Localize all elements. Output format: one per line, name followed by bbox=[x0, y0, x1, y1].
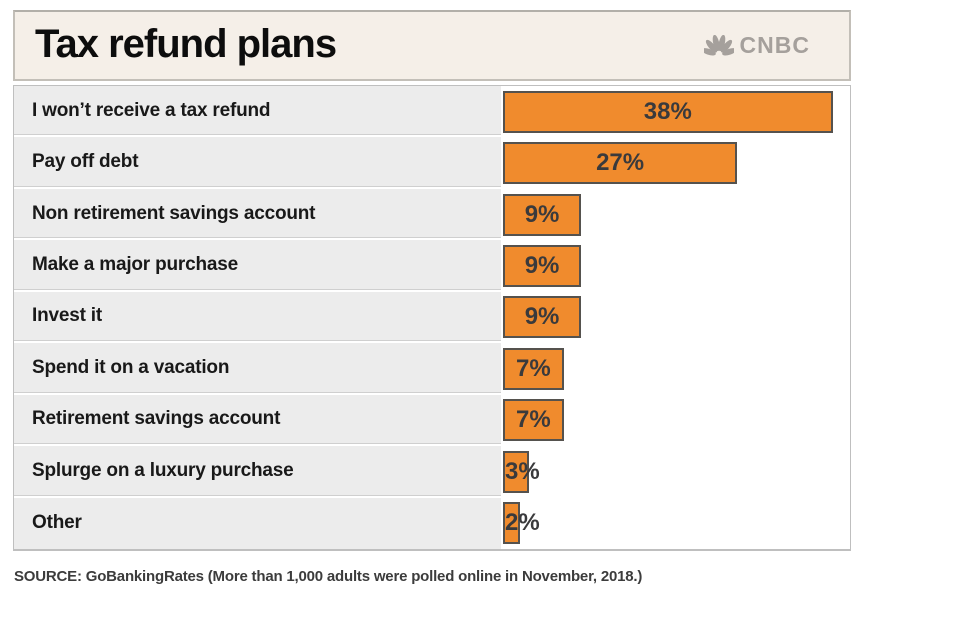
bar-value-label: 9% bbox=[524, 303, 560, 331]
bar: 7% bbox=[503, 399, 564, 442]
bar: 9% bbox=[503, 296, 582, 339]
chart-row: Retirement savings account 7% bbox=[14, 394, 850, 447]
bar-cell: 9% bbox=[501, 291, 850, 344]
bar: 2% bbox=[503, 502, 540, 545]
bar: 38% bbox=[503, 90, 833, 133]
bar-value-label: 9% bbox=[524, 200, 560, 228]
bar-value-label: 3% bbox=[505, 457, 540, 485]
chart-row: Make a major purchase 9% bbox=[14, 240, 850, 292]
category-label-cell: Splurge on a luxury purchase bbox=[14, 446, 501, 498]
category-label-cell: Make a major purchase bbox=[14, 240, 501, 292]
category-label-cell: Retirement savings account bbox=[14, 394, 501, 447]
bar-value-label: 7% bbox=[516, 406, 551, 434]
row-label: Spend it on a vacation bbox=[32, 356, 230, 378]
bar: 7% bbox=[503, 347, 564, 390]
bar-cell: 38% bbox=[501, 86, 850, 138]
bar-cell: 2% bbox=[501, 497, 850, 549]
category-label-cell: Spend it on a vacation bbox=[14, 343, 501, 395]
tax-refund-chart: Tax refund plans CNBC I won’t recei bbox=[13, 10, 851, 551]
cnbc-wordmark: CNBC bbox=[739, 32, 810, 58]
bar: 9% bbox=[503, 245, 582, 288]
bar-cell: 3% bbox=[501, 446, 850, 498]
row-label: Splurge on a luxury purchase bbox=[32, 459, 294, 481]
bar-cell: 9% bbox=[501, 240, 850, 292]
chart-rows: I won’t receive a tax refund 38% Pay off… bbox=[13, 85, 851, 551]
row-label: I won’t receive a tax refund bbox=[32, 99, 271, 121]
chart-row: I won’t receive a tax refund 38% bbox=[14, 86, 850, 138]
chart-row: Invest it 9% bbox=[14, 291, 850, 344]
bar-cell: 7% bbox=[501, 343, 850, 395]
row-label: Pay off debt bbox=[32, 151, 139, 173]
row-label: Make a major purchase bbox=[32, 254, 238, 276]
chart-row: Other 2% bbox=[14, 497, 850, 549]
bar-cell: 7% bbox=[501, 394, 850, 447]
row-label: Other bbox=[32, 512, 82, 534]
chart-header: Tax refund plans CNBC bbox=[13, 10, 851, 81]
nbc-peacock-icon bbox=[703, 34, 734, 57]
chart-row: Non retirement savings account 9% bbox=[14, 188, 850, 241]
bar-value-label: 27% bbox=[596, 149, 645, 177]
row-label: Invest it bbox=[32, 305, 102, 327]
category-label-cell: I won’t receive a tax refund bbox=[14, 86, 501, 138]
cnbc-logo: CNBC bbox=[703, 32, 810, 58]
bar-cell: 27% bbox=[501, 137, 850, 189]
row-label: Non retirement savings account bbox=[32, 202, 316, 224]
category-label-cell: Non retirement savings account bbox=[14, 188, 501, 241]
bar-cell: 9% bbox=[501, 188, 850, 241]
bar: 27% bbox=[503, 142, 738, 185]
chart-title: Tax refund plans bbox=[35, 21, 337, 66]
row-label: Retirement savings account bbox=[32, 408, 281, 430]
category-label-cell: Invest it bbox=[14, 291, 501, 344]
category-label-cell: Other bbox=[14, 497, 501, 549]
bar-value-label: 9% bbox=[524, 252, 560, 280]
bar: 9% bbox=[503, 193, 582, 236]
bar-value-label: 38% bbox=[643, 97, 692, 125]
source-attribution: SOURCE: GoBankingRates (More than 1,000 … bbox=[14, 568, 643, 585]
bar: 3% bbox=[503, 450, 540, 493]
category-label-cell: Pay off debt bbox=[14, 137, 501, 189]
chart-row: Splurge on a luxury purchase 3% bbox=[14, 446, 850, 498]
bar-value-label: 2% bbox=[505, 509, 540, 537]
chart-row: Pay off debt 27% bbox=[14, 137, 850, 189]
chart-row: Spend it on a vacation 7% bbox=[14, 343, 850, 395]
bar-value-label: 7% bbox=[516, 354, 551, 382]
